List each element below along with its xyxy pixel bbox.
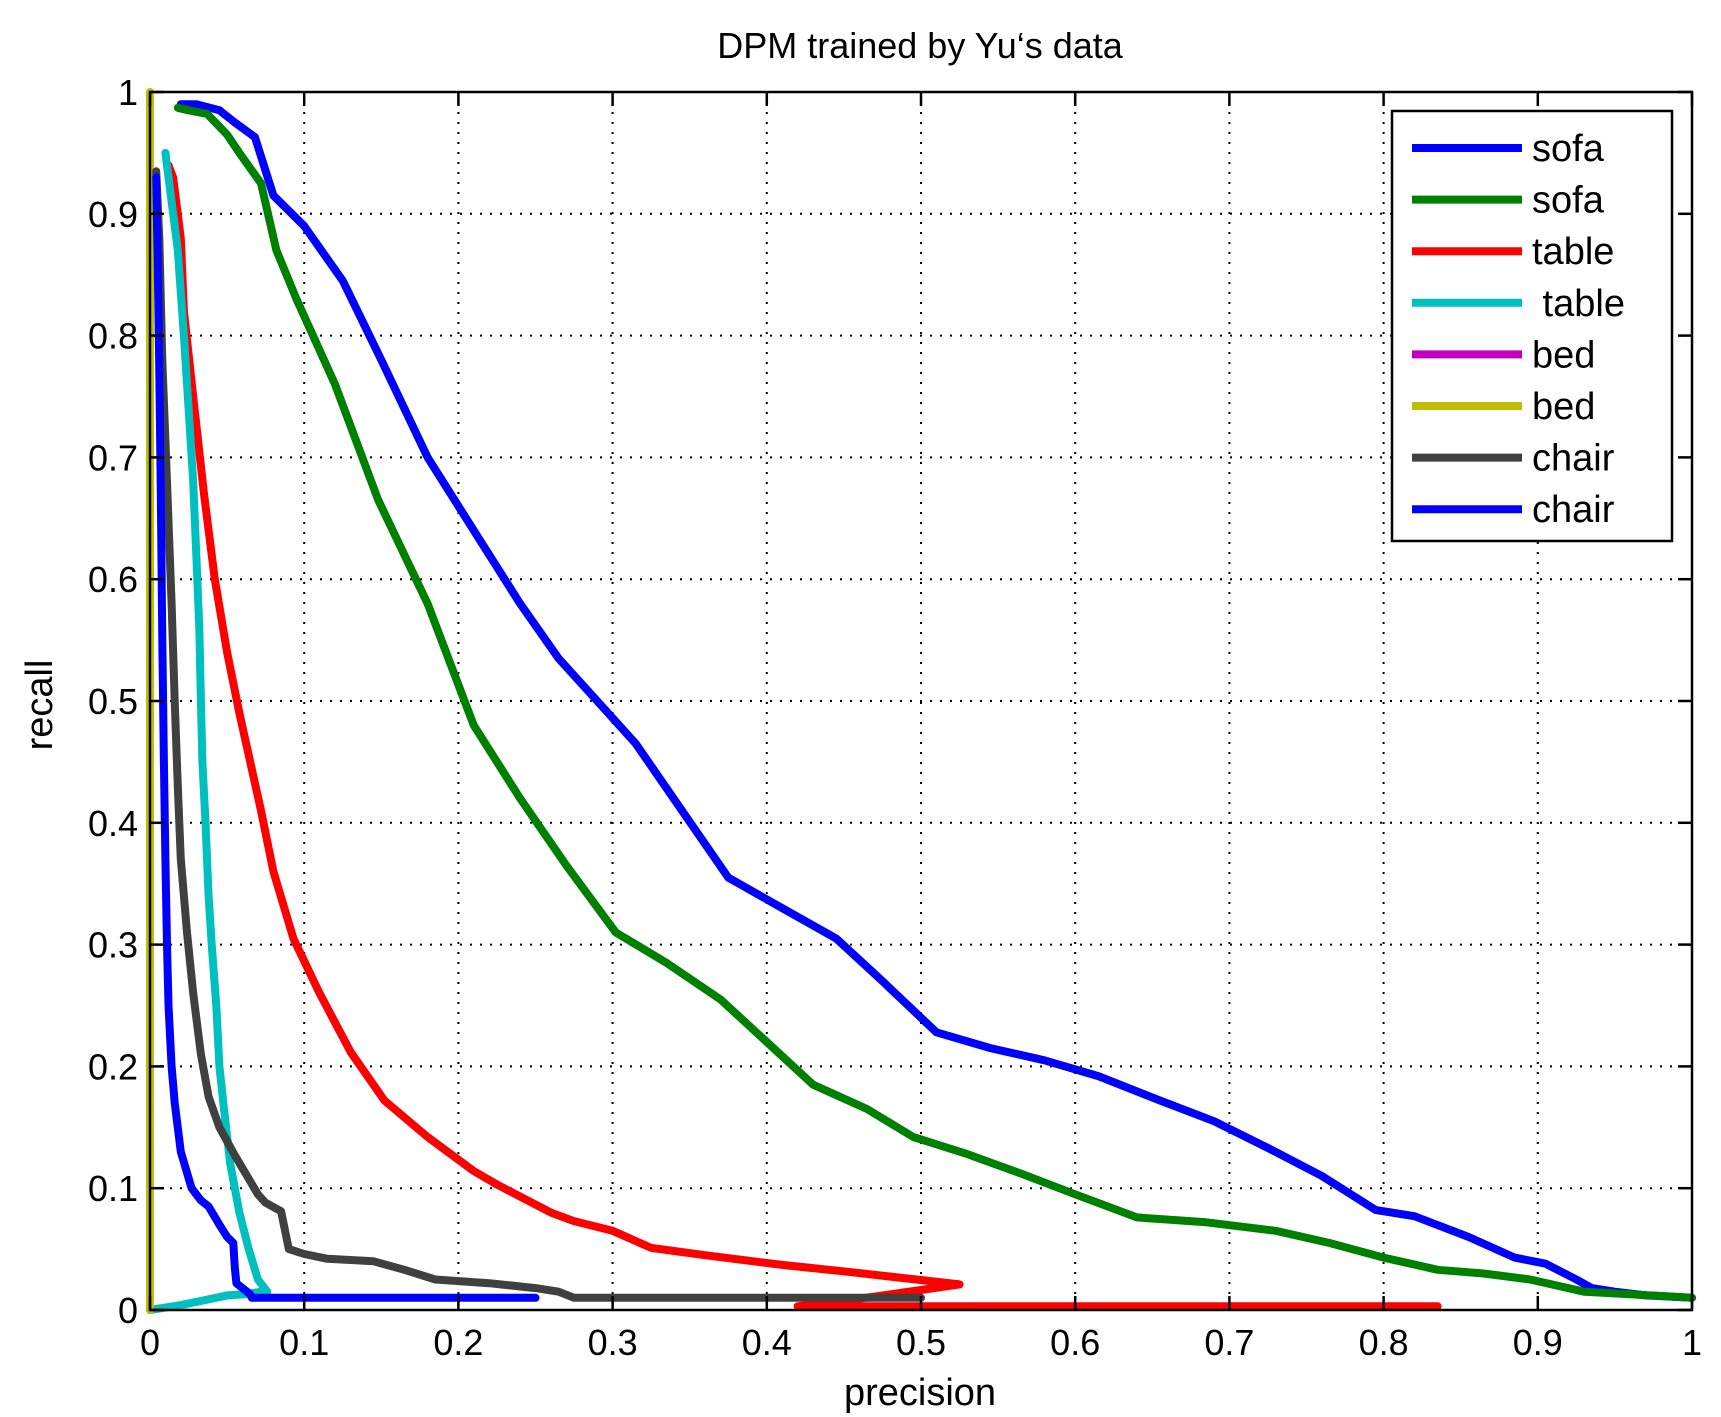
x-tick-label: 0.6: [1050, 1322, 1100, 1363]
chart-title: DPM trained by Yu‘s data: [717, 25, 1124, 66]
legend-box: [1390, 109, 1674, 543]
legend-label: table: [1532, 231, 1614, 273]
legend-label: chair: [1532, 489, 1615, 531]
series-line-7: [152, 173, 540, 1302]
x-tick-label: 1: [1682, 1322, 1702, 1363]
x-tick-label: 0.7: [1204, 1322, 1254, 1363]
legend-label: bed: [1532, 334, 1595, 376]
x-axis-tick-labels: 0 0.1 0.2 0.3 0.4 0.5 0.6 0.7 0.8 0.9 1: [140, 1322, 1702, 1363]
x-tick-label: 0: [140, 1322, 160, 1363]
x-tick-label: 0.2: [433, 1322, 483, 1363]
x-tick-label: 0.3: [588, 1322, 638, 1363]
y-tick-label: 0.8: [88, 316, 138, 357]
y-tick-label: 1: [118, 72, 138, 113]
y-tick-label: 0.7: [88, 437, 138, 478]
legend-label: sofa: [1532, 180, 1605, 222]
series-line-2: [164, 161, 1442, 1311]
y-tick-label: 0.3: [88, 925, 138, 966]
y-tick-label: 0.5: [88, 681, 138, 722]
x-tick-label: 0.1: [279, 1322, 329, 1363]
x-axis-title: precision: [844, 1372, 996, 1414]
series-line-0: [176, 100, 1696, 1302]
y-axis-title: recall: [19, 660, 61, 751]
tick-marks: [148, 90, 1694, 1312]
x-tick-label: 0.5: [896, 1322, 946, 1363]
x-tick-label: 0.4: [742, 1322, 792, 1363]
series-line-6: [152, 167, 925, 1302]
series-line-1: [173, 103, 1696, 1302]
y-tick-label: 0.6: [88, 559, 138, 600]
y-tick-label: 0.9: [88, 194, 138, 235]
y-tick-label: 0: [118, 1290, 138, 1331]
y-tick-label: 0.2: [88, 1046, 138, 1087]
grid-lines: [150, 92, 1692, 1310]
legend-label: sofa: [1532, 128, 1605, 170]
x-tick-label: 0.9: [1513, 1322, 1563, 1363]
x-tick-label: 0.8: [1359, 1322, 1409, 1363]
legend-label: bed: [1532, 386, 1595, 428]
y-axis-tick-labels: 0 0.1 0.2 0.3 0.4 0.5 0.6 0.7 0.8 0.9 1: [88, 72, 138, 1331]
y-tick-label: 0.1: [88, 1168, 138, 1209]
legend-label: chair: [1532, 438, 1615, 480]
y-tick-label: 0.4: [88, 803, 138, 844]
legend-label: table: [1532, 283, 1625, 325]
legend: sofa sofa table table bed bed chair chair: [1390, 109, 1674, 543]
